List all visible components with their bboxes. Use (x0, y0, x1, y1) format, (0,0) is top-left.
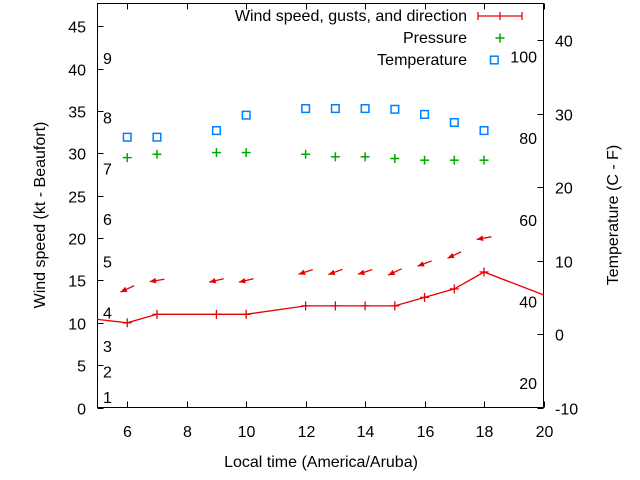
x-tick-label: 8 (183, 424, 192, 441)
beaufort-scale-label: 9 (103, 51, 112, 68)
y2-tick-label: -10 (555, 402, 578, 419)
temperature-point (420, 109, 430, 119)
temperature-point (241, 110, 251, 120)
x-tick-label: 20 (536, 424, 554, 441)
gust-arrow-head (476, 235, 484, 242)
temperature-point (390, 104, 400, 114)
beaufort-scale-label: 1 (103, 390, 112, 407)
beaufort-scale-label: 5 (103, 255, 112, 272)
y2-axis-title: Temperature (C - F) (605, 145, 622, 285)
fahrenheit-scale-label: 100 (510, 50, 537, 67)
gust-arrow-head (149, 277, 157, 284)
gust-arrow-head (388, 269, 396, 276)
temperature-point (330, 103, 340, 114)
y2-tick-label: 0 (555, 328, 564, 345)
beaufort-scale-label: 6 (103, 212, 112, 229)
temperature-point (479, 126, 489, 136)
x-tick-label: 16 (417, 424, 435, 441)
legend-label-pressure: Pressure (403, 30, 467, 47)
y1-tick-label: 35 (68, 105, 86, 122)
legend-label-temperature: Temperature (377, 52, 467, 69)
legend-sample-temperature (489, 55, 499, 65)
beaufort-scale-label: 8 (103, 111, 112, 128)
y1-tick-label: 0 (77, 402, 86, 419)
beaufort-scale-label: 7 (103, 161, 112, 178)
x-tick-label: 14 (357, 424, 375, 441)
y2-tick-label: 20 (555, 181, 573, 198)
x-tick-label: 18 (476, 424, 494, 441)
x-tick-label: 10 (238, 424, 256, 441)
y2-tick-label: 30 (555, 108, 573, 125)
beaufort-scale-label: 4 (103, 305, 112, 322)
gust-arrow-head (328, 269, 336, 275)
y1-tick-label: 20 (68, 232, 86, 249)
temperature-point (211, 126, 221, 136)
temperature-point (360, 103, 370, 114)
y-axis-title: Wind speed (kt - Beaufort) (32, 122, 49, 309)
fahrenheit-scale-label: 60 (519, 213, 537, 230)
temperature-point (122, 132, 132, 142)
y2-tick-label: 40 (555, 34, 573, 51)
x-tick-label: 12 (298, 424, 316, 441)
temperature-point (152, 132, 162, 142)
fahrenheit-scale-label: 20 (519, 376, 537, 393)
beaufort-scale-label: 2 (103, 365, 112, 382)
y1-tick-label: 5 (77, 359, 86, 376)
y1-tick-label: 10 (68, 317, 86, 334)
gust-arrow-head (357, 269, 366, 275)
y1-tick-label: 25 (68, 190, 86, 207)
fahrenheit-scale-label: 80 (519, 131, 537, 148)
y1-tick-label: 40 (68, 63, 86, 80)
gust-arrow-head (447, 252, 455, 259)
gust-arrow-head (209, 277, 217, 284)
y1-tick-label: 15 (68, 274, 86, 291)
beaufort-scale-label: 3 (103, 339, 112, 356)
gust-arrow-head (417, 261, 425, 267)
legend-label-wind: Wind speed, gusts, and direction (235, 8, 467, 25)
gust-arrow-head (120, 286, 128, 293)
y2-tick-label: 10 (555, 255, 573, 272)
gust-arrow-head (298, 269, 306, 275)
y1-tick-label: 45 (68, 20, 86, 37)
x-axis-title: Local time (America/Aruba) (224, 454, 418, 471)
plot-border (97, 3, 544, 408)
temperature-point (301, 103, 311, 114)
fahrenheit-scale-label: 40 (519, 294, 537, 311)
x-tick-label: 6 (123, 424, 132, 441)
y1-tick-label: 30 (68, 147, 86, 164)
gust-arrow-head (238, 277, 246, 284)
temperature-point (449, 117, 459, 128)
